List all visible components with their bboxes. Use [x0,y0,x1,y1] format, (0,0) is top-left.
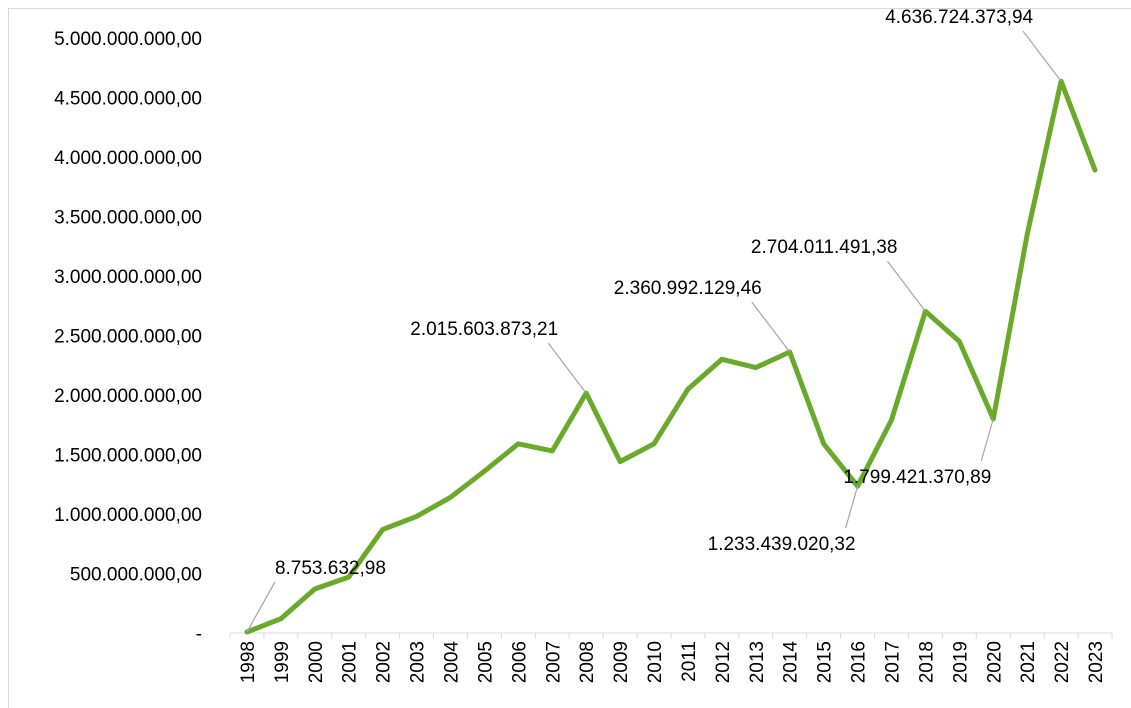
data-label: 2.360.992.129,46 [614,278,762,299]
data-label: 4.636.724.373,94 [885,7,1033,28]
y-tick-label: 3.500.000.000,00 [54,208,202,229]
series-line [247,81,1095,632]
x-tick-label: 2017 [883,641,904,683]
x-tick-label: 2009 [611,641,632,683]
x-tick-label: 2018 [916,641,937,683]
x-tick-label: 2000 [306,641,327,683]
x-tick-label: 2010 [645,641,666,683]
x-tick-label: 2003 [408,641,429,683]
data-label: 1.233.439.020,32 [708,534,856,555]
y-tick-label: 2.000.000.000,00 [54,386,202,407]
x-tick-label: 2012 [713,641,734,683]
x-tick-label: 2005 [475,641,496,683]
y-tick-label: 5.000.000.000,00 [54,29,202,50]
annotation-leader-line [752,302,790,352]
x-tick-label: 2019 [950,641,971,683]
y-tick-label: 500.000.000,00 [70,565,202,586]
x-tick-label: 2008 [577,641,598,683]
annotation-leader-line [1023,31,1061,81]
x-tick-label: 2020 [984,641,1005,683]
x-tick-label: 2007 [543,641,564,683]
y-tick-label: 1.000.000.000,00 [54,505,202,526]
data-label: 2.015.603.873,21 [410,319,558,340]
y-tick-label: 4.500.000.000,00 [54,89,202,110]
data-label: 1.799.421.370,89 [843,467,991,488]
y-tick-label: - [196,624,202,645]
annotation-leader-line [887,261,925,311]
x-tick-label: 2022 [1052,641,1073,683]
y-tick-label: 2.500.000.000,00 [54,327,202,348]
x-tick-label: 2006 [509,641,530,683]
x-tick-label: 2002 [374,641,395,683]
x-tick-label: 2016 [849,641,870,683]
y-tick-label: 4.000.000.000,00 [54,148,202,169]
data-label: 8.753.632,98 [275,558,386,579]
x-tick-label: 2001 [340,641,361,683]
annotation-leader-line [846,486,858,528]
x-axis: 1998 1999 2000 2001 2002 2003 2004 2005 2006 2007… [230,633,1112,683]
y-axis: - 500.000.000,00 1.000.000.000,00 1.500.000… [54,29,202,645]
x-tick-label: 1999 [272,641,293,683]
x-tick-label: 2021 [1018,641,1039,683]
y-tick-label: 1.500.000.000,00 [54,446,202,467]
x-tick-label: 2015 [815,641,836,683]
series-group [247,81,1095,632]
x-tick-label: 1998 [238,641,259,683]
x-tick-label: 2023 [1086,641,1107,683]
x-tick-label: 2004 [442,641,463,684]
x-tick-label: 2013 [747,641,768,683]
data-labels: 8.753.632,98 2.015.603.873,21 2.360.992.12… [247,7,1061,632]
annotation-leader-line [981,419,993,461]
data-label: 2.704.011.491,38 [751,237,898,258]
x-tick-label: 2014 [781,641,802,684]
y-tick-label: 3.000.000.000,00 [54,267,202,288]
annotation-leader-line [548,343,586,393]
x-tick-label: 2011 [679,641,700,682]
